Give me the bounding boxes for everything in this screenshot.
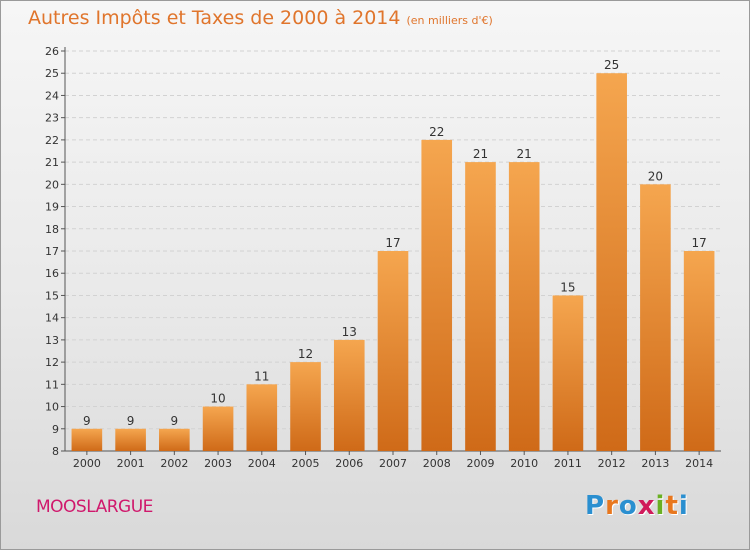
bar-2006 — [333, 339, 365, 451]
logo-letter: o — [618, 491, 638, 521]
x-tick-label-2012: 2012 — [598, 457, 626, 470]
x-tick-label-2008: 2008 — [423, 457, 451, 470]
data-label-2002: 9 — [171, 414, 179, 428]
logo-letter: i — [655, 491, 666, 521]
bar-2004 — [246, 384, 278, 451]
y-tick-label: 12 — [45, 356, 59, 369]
data-label-2008: 22 — [429, 125, 444, 139]
bar-2014 — [683, 251, 715, 451]
data-label-2014: 17 — [691, 236, 706, 250]
data-label-2003: 10 — [210, 392, 225, 406]
commune-name: MOOSLARGUE — [36, 497, 153, 517]
x-tick-label-2010: 2010 — [510, 457, 538, 470]
x-tick-label-2007: 2007 — [379, 457, 407, 470]
x-tick-label-2009: 2009 — [466, 457, 494, 470]
data-label-2001: 9 — [127, 414, 135, 428]
chart-subtitle: (en milliers d'€) — [406, 14, 493, 27]
y-tick-label: 10 — [45, 401, 59, 414]
y-tick-label: 14 — [45, 312, 59, 325]
y-tick-label: 16 — [45, 267, 59, 280]
bar-2011 — [552, 295, 584, 451]
bar-2003 — [202, 406, 234, 451]
logo-letter: t — [665, 491, 679, 521]
y-tick-label: 21 — [45, 156, 59, 169]
data-label-2007: 17 — [385, 236, 400, 250]
x-tick-label-2000: 2000 — [73, 457, 101, 470]
y-tick-label: 24 — [45, 89, 59, 102]
axes: 8 9 10 11 12 13 14 15 16 17 18 19 20 21 22 23 24 25 26 2000… — [45, 45, 721, 470]
x-tick-label-2014: 2014 — [685, 457, 713, 470]
x-tick-label-2006: 2006 — [335, 457, 363, 470]
bar-2008 — [421, 139, 453, 451]
y-tick-label: 19 — [45, 201, 59, 214]
logo-letter: r — [605, 491, 619, 521]
proxiti-logo: Proxiti — [585, 491, 689, 521]
x-tick-label-2001: 2001 — [117, 457, 145, 470]
x-tick-label-2003: 2003 — [204, 457, 232, 470]
y-tick-label: 8 — [52, 445, 59, 458]
bar-2009 — [465, 162, 496, 451]
bar-2010 — [508, 162, 540, 451]
data-label-2012: 25 — [604, 58, 619, 72]
bar-2013 — [640, 184, 671, 452]
data-labels: 9 9 9 10 11 12 13 17 22 21 21 15 25 20 17 — [83, 58, 707, 428]
x-tick-label-2002: 2002 — [160, 457, 188, 470]
logo-letter: i — [678, 491, 689, 521]
data-label-2000: 9 — [83, 414, 91, 428]
bars — [71, 73, 715, 452]
y-tick-label: 26 — [45, 45, 59, 58]
y-tick-label: 22 — [45, 134, 59, 147]
y-tick-label: 20 — [45, 178, 59, 191]
x-tick-label-2013: 2013 — [641, 457, 669, 470]
logo-letter: P — [585, 491, 606, 521]
x-tick-label-2005: 2005 — [292, 457, 320, 470]
bar-2002 — [159, 428, 190, 451]
y-tick-label: 15 — [45, 289, 59, 302]
bar-2007 — [377, 251, 409, 451]
logo-letter: x — [637, 491, 656, 521]
y-tick-label: 11 — [45, 378, 59, 391]
bar-2005 — [290, 362, 321, 451]
y-tick-label: 13 — [45, 334, 59, 347]
chart-title-text: Autres Impôts et Taxes de 2000 à 2014 — [28, 7, 401, 29]
data-label-2005: 12 — [298, 347, 313, 361]
data-label-2004: 11 — [254, 369, 269, 383]
data-label-2009: 21 — [473, 147, 488, 161]
x-tick-label-2004: 2004 — [248, 457, 276, 470]
y-tick-label: 9 — [52, 423, 59, 436]
data-label-2011: 15 — [560, 280, 575, 294]
chart-title: Autres Impôts et Taxes de 2000 à 2014 (en… — [28, 7, 493, 29]
data-label-2010: 21 — [517, 147, 532, 161]
y-tick-label: 23 — [45, 112, 59, 125]
y-tick-label: 18 — [45, 223, 59, 236]
bar-2001 — [115, 428, 146, 451]
bar-2012 — [596, 73, 627, 451]
y-tick-label: 25 — [45, 67, 59, 80]
y-tick-label: 17 — [45, 245, 59, 258]
data-label-2013: 20 — [648, 169, 663, 183]
bar-2000 — [71, 428, 103, 451]
x-tick-label-2011: 2011 — [554, 457, 582, 470]
data-label-2006: 13 — [342, 325, 357, 339]
